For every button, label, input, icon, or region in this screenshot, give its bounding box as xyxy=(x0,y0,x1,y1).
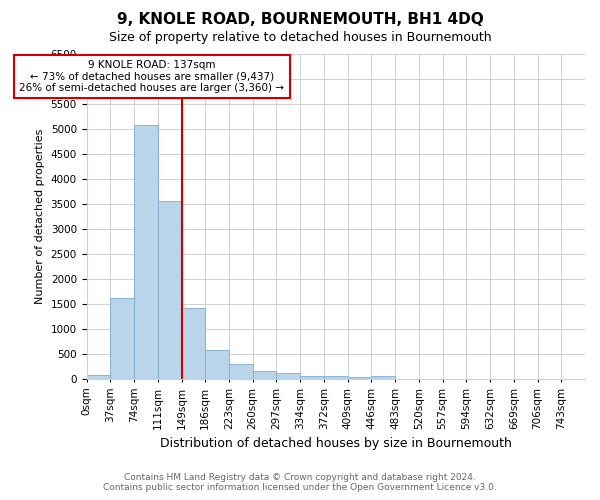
Bar xyxy=(277,373,300,379)
Bar xyxy=(110,298,134,379)
Bar xyxy=(182,308,205,379)
Bar xyxy=(205,350,229,379)
Bar xyxy=(347,377,371,379)
Bar xyxy=(300,376,324,379)
Text: 9 KNOLE ROAD: 137sqm
← 73% of detached houses are smaller (9,437)
26% of semi-de: 9 KNOLE ROAD: 137sqm ← 73% of detached h… xyxy=(19,60,284,93)
Text: Size of property relative to detached houses in Bournemouth: Size of property relative to detached ho… xyxy=(109,31,491,44)
Bar xyxy=(86,375,110,379)
Text: Contains HM Land Registry data © Crown copyright and database right 2024.
Contai: Contains HM Land Registry data © Crown c… xyxy=(103,473,497,492)
Bar xyxy=(371,376,395,379)
Text: 9, KNOLE ROAD, BOURNEMOUTH, BH1 4DQ: 9, KNOLE ROAD, BOURNEMOUTH, BH1 4DQ xyxy=(116,12,484,28)
Y-axis label: Number of detached properties: Number of detached properties xyxy=(35,129,45,304)
Bar xyxy=(324,376,347,379)
Bar xyxy=(134,125,158,379)
Bar xyxy=(158,201,182,379)
X-axis label: Distribution of detached houses by size in Bournemouth: Distribution of detached houses by size … xyxy=(160,437,512,450)
Bar xyxy=(253,372,277,379)
Bar xyxy=(229,364,253,379)
